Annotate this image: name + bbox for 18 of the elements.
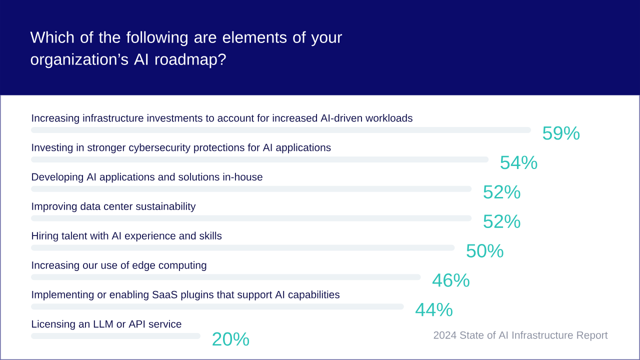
y-tick-label: Increasing our use of edge computing [32,261,206,271]
y-tick-label: Hiring talent with AI experience and skills [32,232,222,242]
data-label: 44% [416,302,452,316]
data-label: 20% [212,332,250,346]
y-tick-label: Increasing infrastructure investments to account for increased AI-driven workloads [32,114,412,124]
y-tick-label: Implementing or enabling SaaS plugins that support AI capabilities [32,290,340,300]
y-tick-label: Developing AI applications and solutions in-house [32,172,262,183]
data-label: 50% [466,244,504,258]
y-tick-label: Licensing an LLM or API service [32,320,182,330]
data-label: 52% [484,214,520,228]
annotation: 2024 State of AI Infrastructure Report [434,331,608,341]
data-label: 54% [500,156,538,170]
y-tick-label: Improving data center sustainability [32,202,196,212]
data-label: 59% [542,126,580,140]
chart-title: Which of the following are elements of your organization’s AI roadmap? [30,31,342,68]
data-label: 52% [484,185,520,199]
data-label: 46% [432,273,470,287]
y-tick-label: Investing in stronger cybersecurity protections for AI applications [32,143,331,154]
